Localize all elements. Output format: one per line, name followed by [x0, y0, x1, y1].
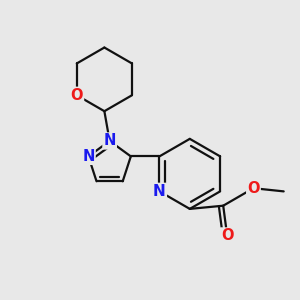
Text: N: N — [103, 134, 116, 148]
Text: N: N — [153, 184, 166, 199]
Text: N: N — [82, 149, 94, 164]
Text: O: O — [247, 181, 260, 196]
Text: O: O — [221, 228, 233, 243]
Text: O: O — [70, 88, 83, 103]
